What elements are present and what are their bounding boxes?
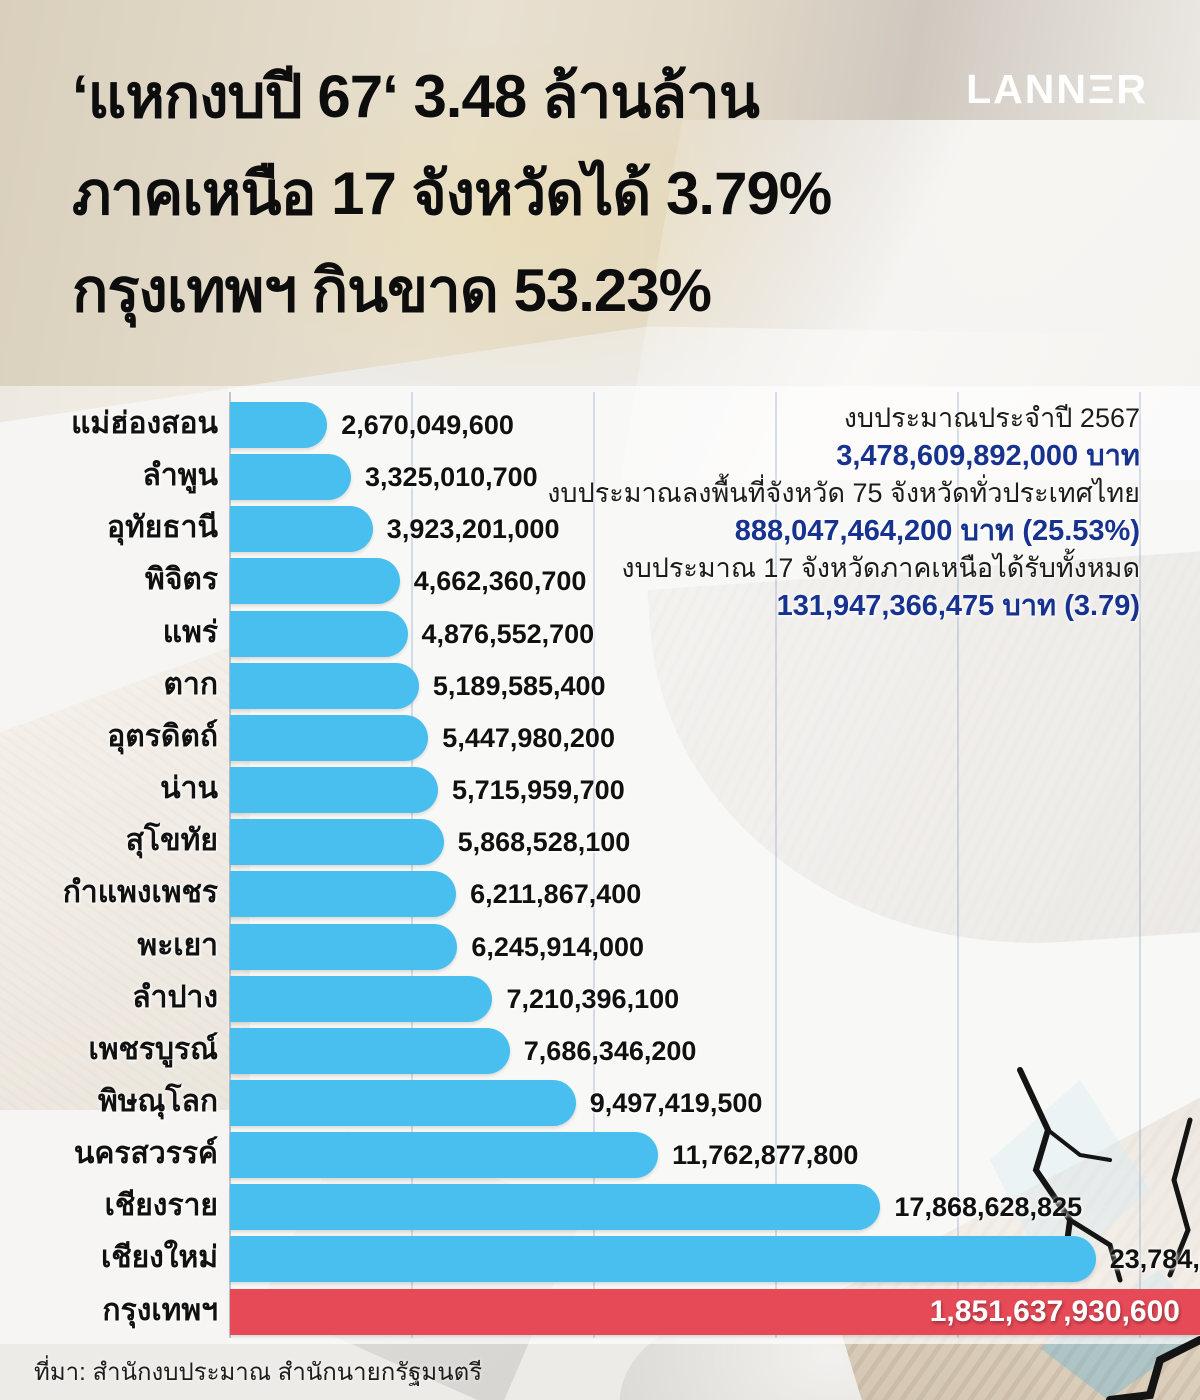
bar-value: 1,851,637,930,600 — [929, 1294, 1180, 1328]
bar — [230, 975, 493, 1022]
bar — [230, 1027, 510, 1074]
chart-row: กำแพงเพชร 6,211,867,400 — [0, 868, 1200, 920]
chart-row: พิจิตร 4,662,360,700 — [0, 555, 1200, 607]
chart-row: นครสวรรค์ 11,762,877,800 — [0, 1129, 1200, 1181]
bar-label: พิษณุโลก — [97, 1084, 218, 1118]
bar — [230, 819, 444, 866]
bar-label: เชียงใหม่ — [100, 1241, 218, 1275]
bar-label: พิจิตร — [145, 563, 218, 597]
bar — [230, 1079, 576, 1126]
bar-label: เชียงราย — [104, 1189, 218, 1223]
bar-label: พะเยา — [137, 928, 218, 962]
bar-value: 9,497,419,500 — [589, 1087, 763, 1118]
bar — [230, 1184, 881, 1231]
bar — [230, 558, 400, 605]
chart-row: น่าน 5,715,959,700 — [0, 764, 1200, 816]
annotation-value: 131,947,366,475 บาท (3.79) — [776, 590, 1140, 622]
bar-label: เพชรบูรณ์ — [88, 1032, 219, 1066]
bar — [230, 506, 373, 553]
chart-row: กรุงเทพฯ 1,851,637,930,600 — [0, 1286, 1200, 1338]
title-line-3: กรุงเทพฯ กินขาด 53.23% — [72, 257, 712, 324]
bar-value: 17,868,628,825 — [894, 1192, 1083, 1223]
annotation-line: งบประมาณ 17 จังหวัดภาคเหนือได้รับทั้งหมด — [621, 553, 1140, 583]
bar-value: 5,447,980,200 — [442, 722, 615, 753]
gridline — [1139, 392, 1141, 1338]
annotation-value: 3,478,609,892,000 บาท — [836, 440, 1140, 472]
bar-value: 3,325,010,700 — [365, 462, 538, 493]
bar-value: 6,245,914,000 — [471, 931, 645, 962]
budget-summary-annotation: งบประมาณประจำปี 2567 3,478,609,892,000 บ… — [547, 400, 1140, 625]
gridline — [593, 392, 595, 1338]
bar-value: 7,686,346,200 — [523, 1035, 697, 1066]
bar — [230, 1236, 1096, 1283]
source-caption: ที่มา: สำนักงบประมาณ สำนักนายกรัฐมนตรี — [34, 1359, 483, 1386]
annotation-line: งบประมาณลงพื้นที่จังหวัด 75 จังหวัดทั่วป… — [547, 478, 1140, 508]
bar-label: น่าน — [160, 772, 218, 806]
poster-title: ‘แหกงบปี 67‘ 3.48 ล้านล้าน ภาคเหนือ 17 จ… — [72, 48, 992, 339]
gridline — [775, 392, 777, 1338]
bar-value: 23,784,688,550 — [1109, 1244, 1200, 1275]
bar-value: 2,670,049,600 — [341, 410, 514, 440]
bar-value: 7,210,396,100 — [506, 983, 680, 1014]
bar-label: กรุงเทพฯ — [102, 1293, 218, 1327]
annotation-value: 888,047,464,200 บาท (25.53%) — [734, 515, 1140, 547]
bar-label: นครสวรรค์ — [73, 1137, 218, 1171]
bar-value: 5,868,528,100 — [457, 827, 631, 858]
bar-value: 4,662,360,700 — [413, 566, 587, 597]
bar — [230, 767, 439, 814]
bar — [230, 1132, 659, 1179]
bar-value: 6,211,867,400 — [470, 879, 642, 910]
gridline — [957, 392, 959, 1338]
chart-row: ลำพูน 3,325,010,700 — [0, 451, 1200, 503]
annotation-line: งบประมาณประจำปี 2567 — [843, 403, 1140, 433]
chart-row: แม่ฮ่องสอน 2,670,049,600 — [0, 399, 1200, 451]
bar-value: 5,715,959,700 — [452, 775, 625, 806]
title-line-2: ภาคเหนือ 17 จังหวัดได้ 3.79% — [72, 160, 832, 227]
chart-row: ลำปาง 7,210,396,100 — [0, 973, 1200, 1025]
bar-value: 5,189,585,400 — [432, 670, 606, 701]
lanner-logo: LANNΞR — [966, 66, 1148, 112]
bar — [230, 714, 429, 761]
bar-highlight — [230, 1288, 1200, 1335]
bar-label: สุโขทัย — [125, 824, 218, 858]
chart-row: สุโขทัย 5,868,528,100 — [0, 816, 1200, 868]
bar — [230, 871, 457, 918]
bar-value: 4,876,552,700 — [421, 618, 595, 649]
title-line-1: ‘แหกงบปี 67‘ 3.48 ล้านล้าน — [72, 63, 760, 130]
chart-row: เพชรบูรณ์ 7,686,346,200 — [0, 1025, 1200, 1077]
bar — [230, 923, 458, 970]
bar-value: 11,762,877,800 — [672, 1140, 859, 1171]
chart-row: เชียงใหม่ 23,784,688,550 — [0, 1233, 1200, 1285]
chart-row: แพร่ 4,876,552,700 — [0, 608, 1200, 660]
bar-label: แพร่ — [162, 615, 218, 649]
bar-label: อุทัยธานี — [106, 511, 218, 545]
chart-row: อุตรดิตถ์ 5,447,980,200 — [0, 712, 1200, 764]
chart-row: พิษณุโลก 9,497,419,500 — [0, 1077, 1200, 1129]
bar-label: ตาก — [163, 667, 219, 701]
bar — [230, 610, 408, 657]
bar-label: ลำพูน — [142, 459, 218, 493]
bar-value: 3,923,201,000 — [386, 514, 560, 545]
bar-label: กำแพงเพชร — [62, 876, 218, 910]
chart-row: เชียงราย 17,868,628,825 — [0, 1181, 1200, 1233]
chart-row: ตาก 5,189,585,400 — [0, 660, 1200, 712]
chart-row: อุทัยธานี 3,923,201,000 — [0, 503, 1200, 555]
bar — [230, 402, 328, 448]
tree-branch-icon — [1017, 1067, 1200, 1400]
chart-row: พะเยา 6,245,914,000 — [0, 921, 1200, 973]
bar — [230, 662, 419, 709]
bar-label: ลำปาง — [132, 980, 218, 1014]
bar-label: แม่ฮ่องสอน — [71, 407, 218, 440]
bar-label: อุตรดิตถ์ — [107, 719, 218, 753]
bar — [230, 454, 352, 501]
